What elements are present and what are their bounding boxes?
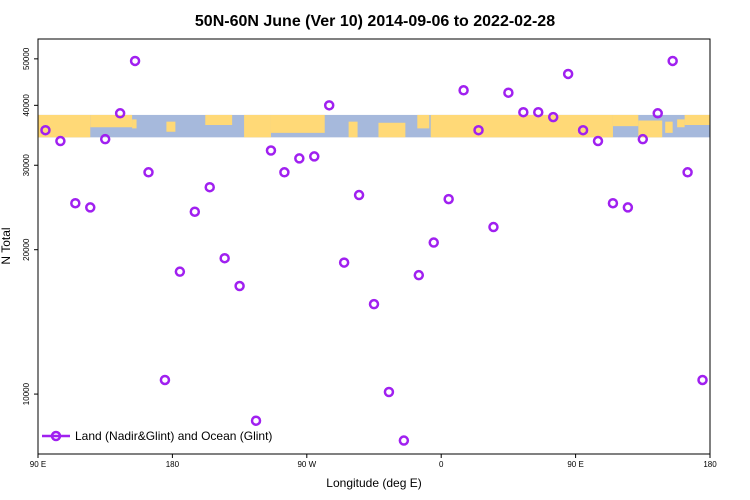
data-point [503, 87, 514, 98]
data-point [114, 108, 126, 119]
data-point [428, 237, 439, 248]
map-band-land [638, 120, 663, 138]
plot-area [37, 38, 711, 455]
data-point [667, 55, 678, 67]
data-point [652, 108, 663, 119]
data-point [189, 206, 201, 217]
x-tick-label: 0 [439, 460, 444, 469]
data-point [473, 124, 484, 136]
map-band-land [348, 121, 358, 138]
map-band-land [684, 114, 710, 126]
data-point [562, 68, 574, 80]
y-axis-label: N Total [0, 227, 13, 264]
data-point [383, 386, 395, 398]
map-band-land [677, 119, 685, 128]
data-point [40, 124, 51, 136]
data-point [607, 197, 619, 209]
data-point [577, 124, 589, 136]
map-band-land [417, 114, 430, 129]
map-band-land [38, 114, 91, 138]
map-band-land [612, 114, 639, 127]
y-tick-label: 20000 [22, 238, 31, 261]
y-tick-label: 30000 [22, 154, 31, 177]
data-point [294, 153, 305, 164]
map-band-land [132, 119, 137, 129]
data-point [143, 167, 154, 178]
data-point [592, 135, 604, 147]
map-band-land [90, 114, 133, 128]
data-point [159, 374, 171, 386]
data-point [488, 221, 499, 233]
x-axis-label: Longitude (deg E) [326, 476, 421, 490]
data-point [682, 167, 693, 178]
data-point [338, 257, 350, 268]
data-point [85, 202, 96, 213]
data-points [40, 55, 708, 446]
map-band-land [665, 121, 673, 133]
plot-frame [37, 38, 711, 455]
y-axis: 10000 20000 30000 40000 50000 [22, 47, 38, 405]
data-point [70, 197, 81, 209]
data-point [219, 252, 230, 264]
data-point [265, 145, 277, 156]
y-tick-label: 40000 [22, 94, 31, 117]
data-point [458, 85, 469, 96]
data-point [279, 167, 290, 178]
x-tick-label: 90 E [30, 460, 46, 469]
x-tick-label: 180 [166, 460, 180, 469]
data-point [697, 374, 708, 386]
legend-label: Land (Nadir&Glint) and Ocean (Glint) [75, 429, 272, 443]
map-band-land [244, 114, 271, 138]
data-point [398, 435, 410, 446]
data-point [323, 100, 335, 111]
legend: Land (Nadir&Glint) and Ocean (Glint) [42, 429, 272, 443]
map-band-land [378, 122, 406, 138]
data-point [55, 135, 66, 147]
map-band-land [166, 121, 176, 132]
y-tick-label: 10000 [22, 382, 31, 405]
data-point [309, 151, 320, 162]
data-point [174, 266, 186, 277]
data-point [637, 133, 649, 145]
map-band [38, 114, 710, 138]
x-tick-label: 180 [703, 460, 717, 469]
y-tick-label: 50000 [22, 47, 31, 70]
legend-marker [50, 430, 62, 442]
data-point [99, 133, 111, 145]
data-point [413, 269, 425, 281]
data-point [234, 280, 245, 292]
data-point [368, 298, 380, 310]
data-point [353, 189, 365, 201]
data-point [443, 193, 454, 205]
data-point [250, 415, 262, 426]
x-axis: 90 E 180 90 W 0 90 E 180 [30, 454, 717, 469]
x-tick-label: 90 W [297, 460, 316, 469]
data-point [129, 55, 141, 67]
map-band-land [430, 114, 613, 138]
data-point [204, 181, 215, 193]
x-tick-label: 90 E [567, 460, 583, 469]
map-band-land [270, 114, 325, 133]
data-point [518, 106, 529, 118]
data-point [547, 111, 559, 123]
data-point [533, 106, 544, 118]
map-band-land [205, 114, 233, 126]
data-point [622, 202, 634, 213]
chart-title: 50N-60N June (Ver 10) 2014-09-06 to 2022… [195, 13, 555, 30]
